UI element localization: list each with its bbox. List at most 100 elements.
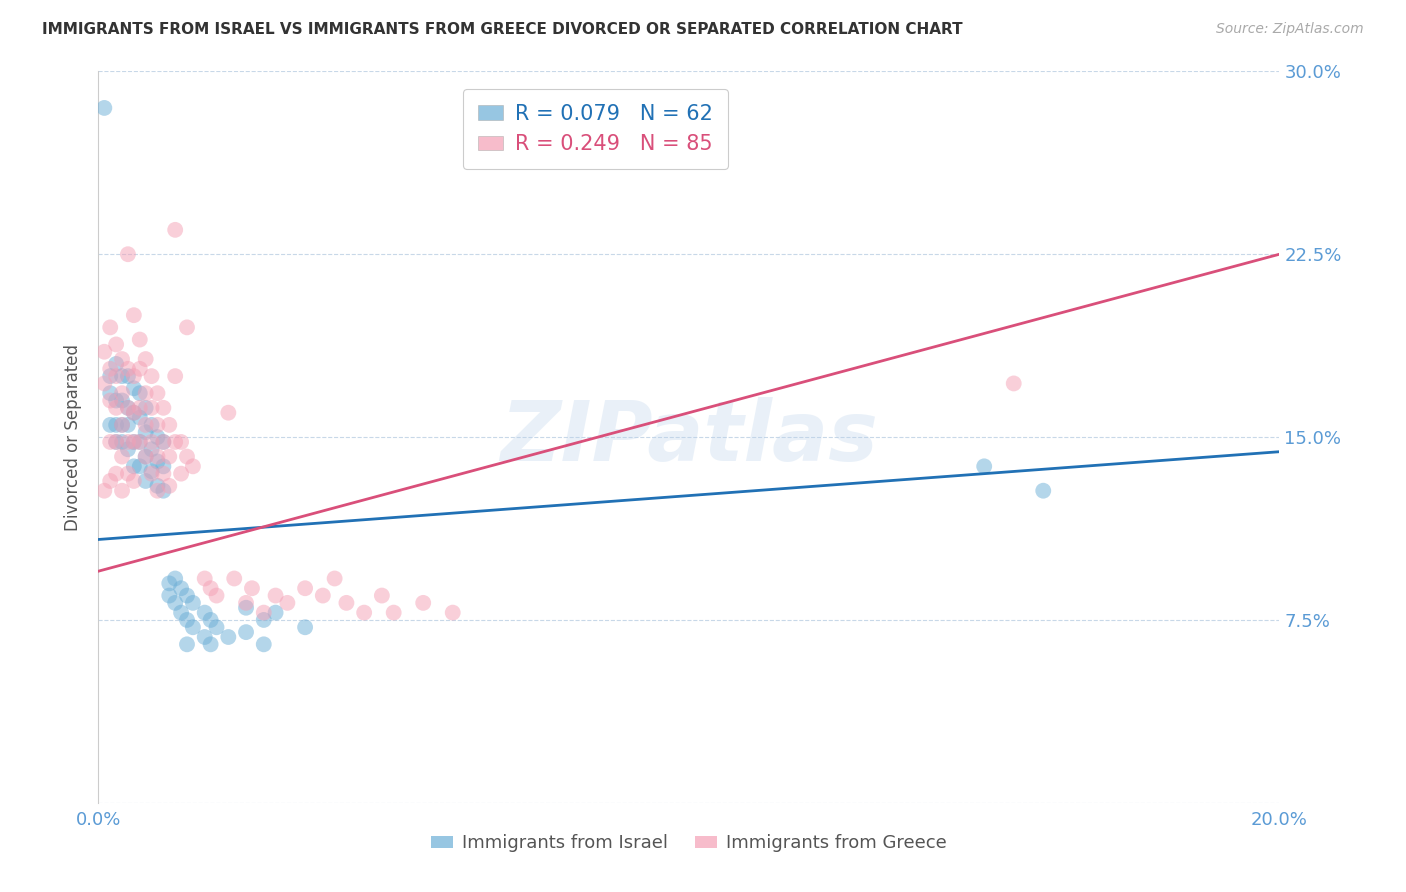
Point	[152, 401, 174, 415]
Point	[105, 357, 128, 371]
Point	[146, 417, 169, 432]
Point	[105, 417, 128, 432]
Point	[111, 369, 134, 384]
Point	[128, 434, 150, 449]
Point	[973, 459, 995, 474]
Point	[157, 417, 180, 432]
Point	[122, 474, 145, 488]
Point	[170, 606, 193, 620]
Text: ZIPatlas: ZIPatlas	[501, 397, 877, 477]
Point	[117, 247, 139, 261]
Point	[335, 596, 357, 610]
Point	[165, 223, 187, 237]
Point	[152, 434, 174, 449]
Point	[128, 333, 150, 347]
Point	[170, 467, 193, 481]
Point	[253, 606, 276, 620]
Point	[117, 369, 139, 384]
Point	[93, 101, 115, 115]
Point	[382, 606, 405, 620]
Point	[135, 450, 157, 464]
Point	[165, 596, 187, 610]
Point	[117, 417, 139, 432]
Point	[135, 450, 157, 464]
Point	[176, 613, 198, 627]
Point	[135, 352, 157, 367]
Point	[217, 406, 239, 420]
Point	[170, 581, 193, 595]
Point	[194, 606, 217, 620]
Point	[141, 467, 163, 481]
Point	[146, 479, 169, 493]
Point	[1032, 483, 1054, 498]
Point	[93, 376, 115, 391]
Point	[157, 576, 180, 591]
Point	[157, 450, 180, 464]
Point	[181, 459, 204, 474]
Point	[117, 361, 139, 376]
Point	[117, 401, 139, 415]
Point	[122, 459, 145, 474]
Point	[98, 393, 121, 408]
Point	[146, 386, 169, 401]
Point	[141, 442, 163, 457]
Point	[135, 425, 157, 440]
Point	[98, 320, 121, 334]
Point	[135, 401, 157, 415]
Point	[1002, 376, 1025, 391]
Point	[176, 637, 198, 651]
Point	[98, 386, 121, 401]
Point	[111, 417, 134, 432]
Point	[135, 417, 157, 432]
Point	[111, 434, 134, 449]
Point	[111, 450, 134, 464]
Point	[105, 467, 128, 481]
Point	[122, 308, 145, 322]
Point	[135, 474, 157, 488]
Point	[105, 401, 128, 415]
Point	[152, 483, 174, 498]
Point	[141, 464, 163, 478]
Point	[111, 483, 134, 498]
Point	[240, 581, 263, 595]
Point	[98, 434, 121, 449]
Point	[200, 581, 222, 595]
Point	[181, 596, 204, 610]
Point	[141, 401, 163, 415]
Point	[353, 606, 375, 620]
Point	[98, 417, 121, 432]
Point	[253, 637, 276, 651]
Point	[111, 393, 134, 408]
Point	[122, 381, 145, 395]
Point	[194, 630, 217, 644]
Point	[224, 572, 246, 586]
Point	[122, 406, 145, 420]
Point	[105, 393, 128, 408]
Point	[181, 620, 204, 634]
Y-axis label: Divorced or Separated: Divorced or Separated	[65, 343, 83, 531]
Point	[122, 406, 145, 420]
Point	[152, 467, 174, 481]
Point	[152, 459, 174, 474]
Point	[157, 479, 180, 493]
Point	[122, 434, 145, 449]
Point	[205, 589, 228, 603]
Point	[176, 320, 198, 334]
Point	[117, 401, 139, 415]
Point	[93, 483, 115, 498]
Point	[98, 369, 121, 384]
Point	[264, 589, 287, 603]
Point	[141, 434, 163, 449]
Legend: Immigrants from Israel, Immigrants from Greece: Immigrants from Israel, Immigrants from …	[425, 827, 953, 860]
Point	[128, 361, 150, 376]
Point	[111, 352, 134, 367]
Point	[128, 401, 150, 415]
Point	[122, 369, 145, 384]
Point	[200, 613, 222, 627]
Point	[122, 434, 145, 449]
Point	[146, 430, 169, 444]
Point	[117, 434, 139, 449]
Point	[200, 637, 222, 651]
Point	[294, 620, 316, 634]
Point	[105, 434, 128, 449]
